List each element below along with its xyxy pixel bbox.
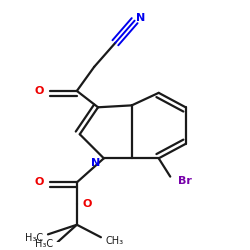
Text: O: O <box>35 178 44 188</box>
Text: N: N <box>92 158 101 168</box>
Text: H₃C: H₃C <box>35 239 53 249</box>
Text: H₃C: H₃C <box>25 233 43 243</box>
Text: N: N <box>136 13 145 23</box>
Text: O: O <box>35 86 44 96</box>
Text: CH₃: CH₃ <box>106 236 124 246</box>
Text: O: O <box>83 198 92 208</box>
Text: Br: Br <box>178 176 192 186</box>
